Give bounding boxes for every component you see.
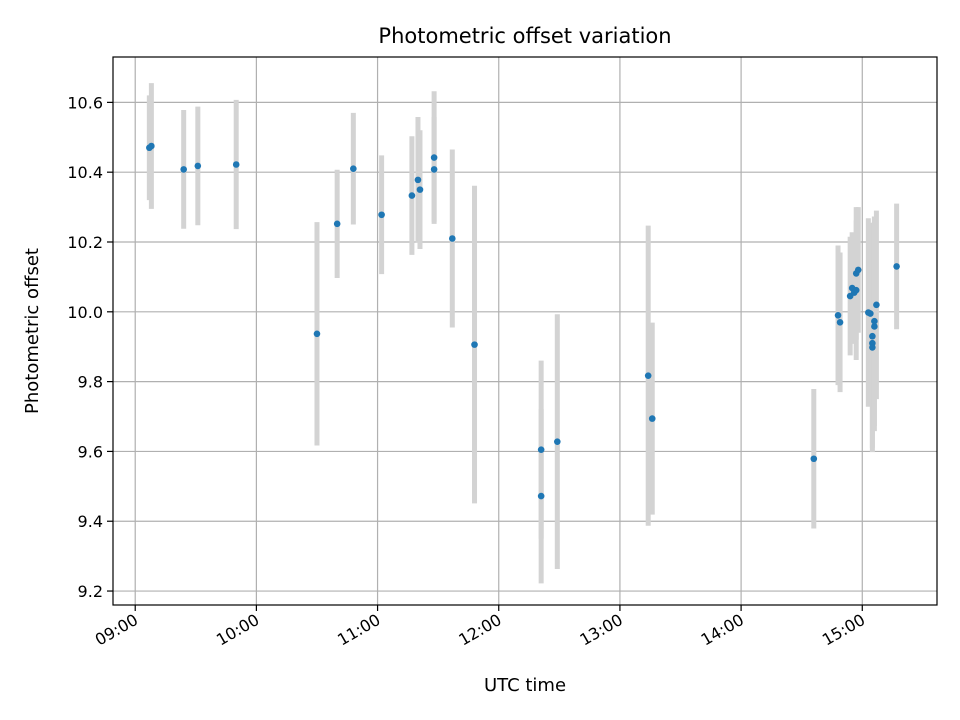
data-point <box>873 301 880 309</box>
y-tick-label: 9.6 <box>78 442 103 461</box>
data-point <box>854 266 862 274</box>
data-point <box>448 235 456 242</box>
data-point <box>836 318 844 326</box>
plot-frame <box>112 56 938 606</box>
data-point <box>834 311 842 319</box>
data-point <box>148 142 155 150</box>
data-point <box>194 162 202 170</box>
data-point <box>869 332 876 340</box>
data-point <box>869 344 876 351</box>
data-point <box>378 211 385 219</box>
data-point <box>471 341 478 348</box>
data-point <box>537 446 545 453</box>
grid <box>113 57 937 605</box>
y-tick-label: 10.0 <box>67 303 103 322</box>
data-point <box>893 263 900 270</box>
data-point <box>648 415 656 422</box>
data-point <box>416 186 424 193</box>
data-point <box>232 161 240 168</box>
data-point <box>350 165 357 172</box>
data-point <box>852 286 860 294</box>
y-tick-label: 10.2 <box>67 233 103 252</box>
y-axis-title: Photometric offset <box>22 248 43 414</box>
data-point <box>867 310 874 317</box>
y-tick-label: 9.8 <box>78 373 103 392</box>
data-point <box>180 166 187 173</box>
y-axis: 9.2 9.4 9.6 9.8 10.0 10.2 10.4 10.6 <box>67 93 113 601</box>
data-point <box>871 317 878 325</box>
data-point <box>810 455 818 463</box>
y-tick-label: 10.6 <box>67 93 103 112</box>
data-point <box>313 330 321 338</box>
data-point <box>333 220 341 228</box>
data-point <box>554 438 561 445</box>
y-tick-label: 9.2 <box>78 582 103 601</box>
data-point <box>414 176 422 184</box>
y-tick-label: 9.4 <box>78 512 103 531</box>
data-points <box>146 142 900 500</box>
data-point <box>644 372 652 379</box>
data-point <box>537 492 545 500</box>
y-tick-label: 10.4 <box>67 163 103 182</box>
chart-title: Photometric offset variation <box>378 24 671 48</box>
data-point <box>871 323 878 330</box>
data-point <box>430 154 438 161</box>
x-axis-title: UTC time <box>484 675 566 696</box>
data-point <box>430 166 438 173</box>
data-point <box>408 192 416 199</box>
